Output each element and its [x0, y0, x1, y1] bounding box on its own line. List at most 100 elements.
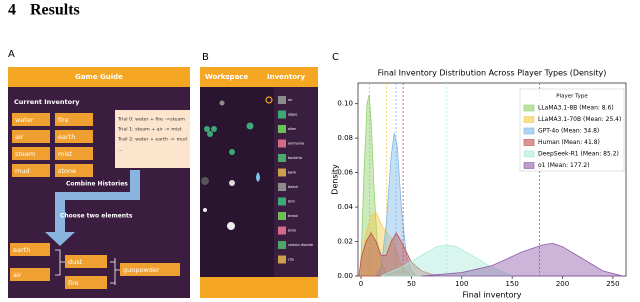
x-tick-label: 200 [556, 280, 569, 288]
y-tick-label: 0.02 [337, 238, 353, 246]
inventory-item-box [55, 113, 93, 126]
inventory-item-box [55, 130, 93, 143]
x-tick-label: 0 [359, 280, 363, 288]
section-number: 4 [8, 2, 16, 19]
inventory-item: mud [15, 167, 30, 175]
inventory-icon [278, 125, 286, 133]
y-tick-label: 0.06 [337, 169, 353, 177]
inventory-item: air [288, 98, 293, 102]
inventory-item: bread [288, 214, 298, 218]
legend-swatch [523, 127, 535, 135]
input-item: air [13, 271, 22, 279]
y-axis-label: Density [331, 164, 340, 195]
density-area [421, 242, 624, 277]
inventory-item: mist [58, 150, 73, 158]
input-item-box [65, 276, 107, 289]
inventory-item: carbon dioxide [288, 243, 313, 247]
input-item: earth [13, 246, 30, 254]
legend-swatch [523, 116, 535, 123]
legend-swatch [523, 139, 535, 146]
legend-label: DeepSeek-R1 (Mean: 85.2) [538, 151, 619, 158]
arrow [45, 170, 140, 246]
result-item: gunpowder [123, 266, 160, 274]
inventory-icon [278, 255, 286, 264]
y-tick-label: 0.10 [337, 100, 353, 108]
inventory-item-box [55, 164, 93, 177]
bracket [55, 249, 120, 285]
result-item-box [120, 263, 180, 276]
x-tick-label: 100 [455, 280, 468, 288]
input-item-box [10, 243, 50, 256]
x-axis-label: Final inventory [462, 291, 521, 300]
panel-label: A [8, 49, 15, 60]
inventory-item: brick [288, 229, 296, 233]
input-item: fire [68, 279, 79, 287]
section-title: Results [30, 2, 80, 19]
history-line: Trail 2: water + earth -> mud [117, 137, 187, 143]
panel-label: B [202, 52, 209, 63]
legend-swatch [523, 104, 535, 112]
inventory-item: bank [288, 171, 296, 175]
toolbar [200, 277, 318, 298]
legend-label: Human (Mean: 41.8) [538, 139, 600, 146]
workspace-icons [201, 96, 273, 230]
inventory-item: water [15, 116, 34, 124]
inventory-item: air [15, 133, 24, 141]
combine-label: Combine Histories [66, 181, 128, 188]
inventory-item-box [12, 147, 50, 160]
inventory-icon [278, 96, 286, 104]
inventory-item: algae [288, 113, 297, 117]
inventory-icon [278, 168, 286, 177]
history-line: ... [118, 148, 122, 153]
input-item-box [10, 268, 50, 281]
game-guide-header [8, 67, 190, 87]
section-label: Current Inventory [14, 98, 80, 106]
inventory-item-box [55, 147, 93, 160]
inventory-item-box [12, 130, 50, 143]
legend-swatch [523, 150, 535, 158]
panel-label: C [332, 52, 339, 63]
inventory-item: bacteria [288, 156, 302, 160]
inventory-icon [278, 197, 286, 206]
legend-swatch [523, 162, 535, 169]
history-line: Trial 0: water + fire ->steam [117, 117, 185, 123]
inventory-item: bird [288, 200, 295, 204]
input-item-box [65, 255, 107, 268]
legend-box [519, 88, 625, 172]
y-tick-label: 0.04 [337, 203, 353, 211]
x-tick-label: 50 [407, 280, 416, 288]
workspace-header [200, 67, 318, 87]
history-box [115, 110, 190, 168]
inventory-icon [278, 183, 286, 191]
legend-label: LLaMA3.1-70B (Mean: 25.4) [538, 116, 621, 123]
inventory-item: ammonia [288, 142, 304, 146]
y-tick-label: 0.00 [337, 272, 353, 280]
inventory-item: stone [58, 167, 76, 175]
input-item: dust [68, 258, 83, 266]
legend-label: o1 (Mean: 177.2) [538, 162, 590, 169]
inventory-item: city [288, 258, 294, 262]
inventory-icon [278, 226, 286, 235]
x-tick-label: 250 [606, 280, 619, 288]
legend-title: Player Type [556, 94, 588, 100]
inventory-icon [278, 241, 286, 249]
inventory-item: fire [58, 116, 69, 124]
inventory-item: earth [58, 133, 75, 141]
chart-title: Final Inventory Distribution Across Play… [378, 69, 607, 78]
inventory-icon [278, 212, 286, 220]
inventory-icon [278, 154, 286, 162]
inventory-icon [278, 139, 286, 148]
density-area [358, 232, 442, 277]
header-title: Game Guide [75, 73, 123, 81]
choose-label: Choose two elements [60, 213, 133, 220]
inventory-icon [278, 110, 286, 119]
header-title: Inventory [267, 73, 305, 81]
inventory-item: steam [15, 150, 35, 158]
legend-label: LLaMA3.1-8B (Mean: 8.6) [538, 105, 614, 112]
header-title: Workspace [205, 73, 248, 81]
legend-label: GPT-4o (Mean: 34.8) [538, 128, 599, 135]
history-line: Trial 1: steam + air -> mist [117, 127, 182, 133]
y-tick-label: 0.08 [337, 134, 353, 142]
inventory-item: beach [288, 185, 298, 189]
